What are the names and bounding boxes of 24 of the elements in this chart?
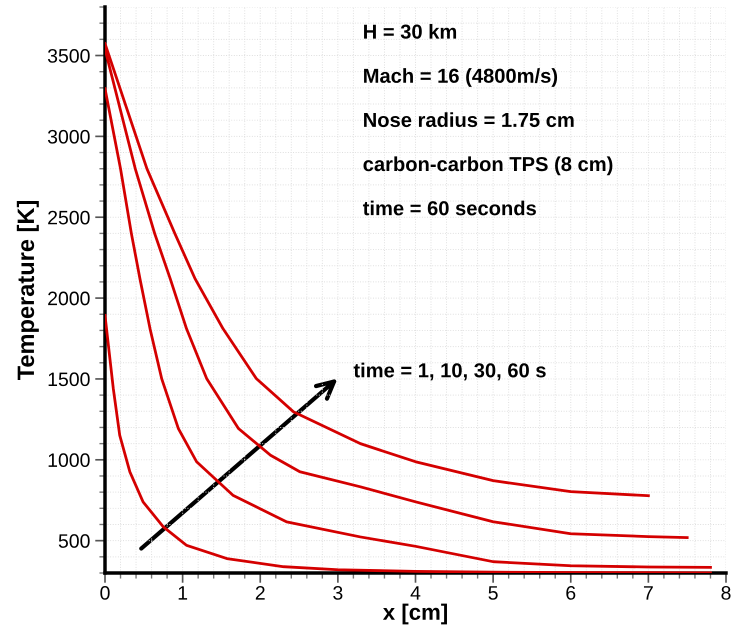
annotation: carbon-carbon TPS (8 cm) <box>364 156 612 176</box>
x-tick-label: 6 <box>566 586 576 600</box>
x-tick-label: 1 <box>178 586 188 600</box>
y-tick-label: 3000 <box>48 130 90 144</box>
y-tick-label: 3500 <box>48 48 90 63</box>
y-tick-label: 500 <box>58 534 90 548</box>
annotation: Nose radius = 1.75 cm <box>364 112 574 128</box>
y-axis-title: Temperature [K] <box>16 201 39 380</box>
annotation: time = 1, 10, 30, 60 s <box>354 362 546 380</box>
y-tick-label: 2500 <box>48 210 90 224</box>
y-tick-label: 1500 <box>48 372 90 386</box>
x-tick-label: 8 <box>721 586 731 600</box>
x-tick-label: 5 <box>488 586 498 600</box>
x-tick-label: 2 <box>256 586 265 600</box>
y-tick-label: 1000 <box>48 453 90 468</box>
x-tick-label: 7 <box>644 586 653 600</box>
x-tick-label: 4 <box>410 586 420 600</box>
annotation: Mach = 16 (4800m/s) <box>364 68 558 87</box>
y-tick-label: 2000 <box>48 292 90 306</box>
x-axis-title: x [cm] <box>382 604 447 624</box>
x-tick-label: 0 <box>100 586 110 600</box>
annotation: time = 60 seconds <box>362 200 536 216</box>
annotation: H = 30 km <box>364 24 456 39</box>
x-tick-label: 3 <box>333 586 342 600</box>
